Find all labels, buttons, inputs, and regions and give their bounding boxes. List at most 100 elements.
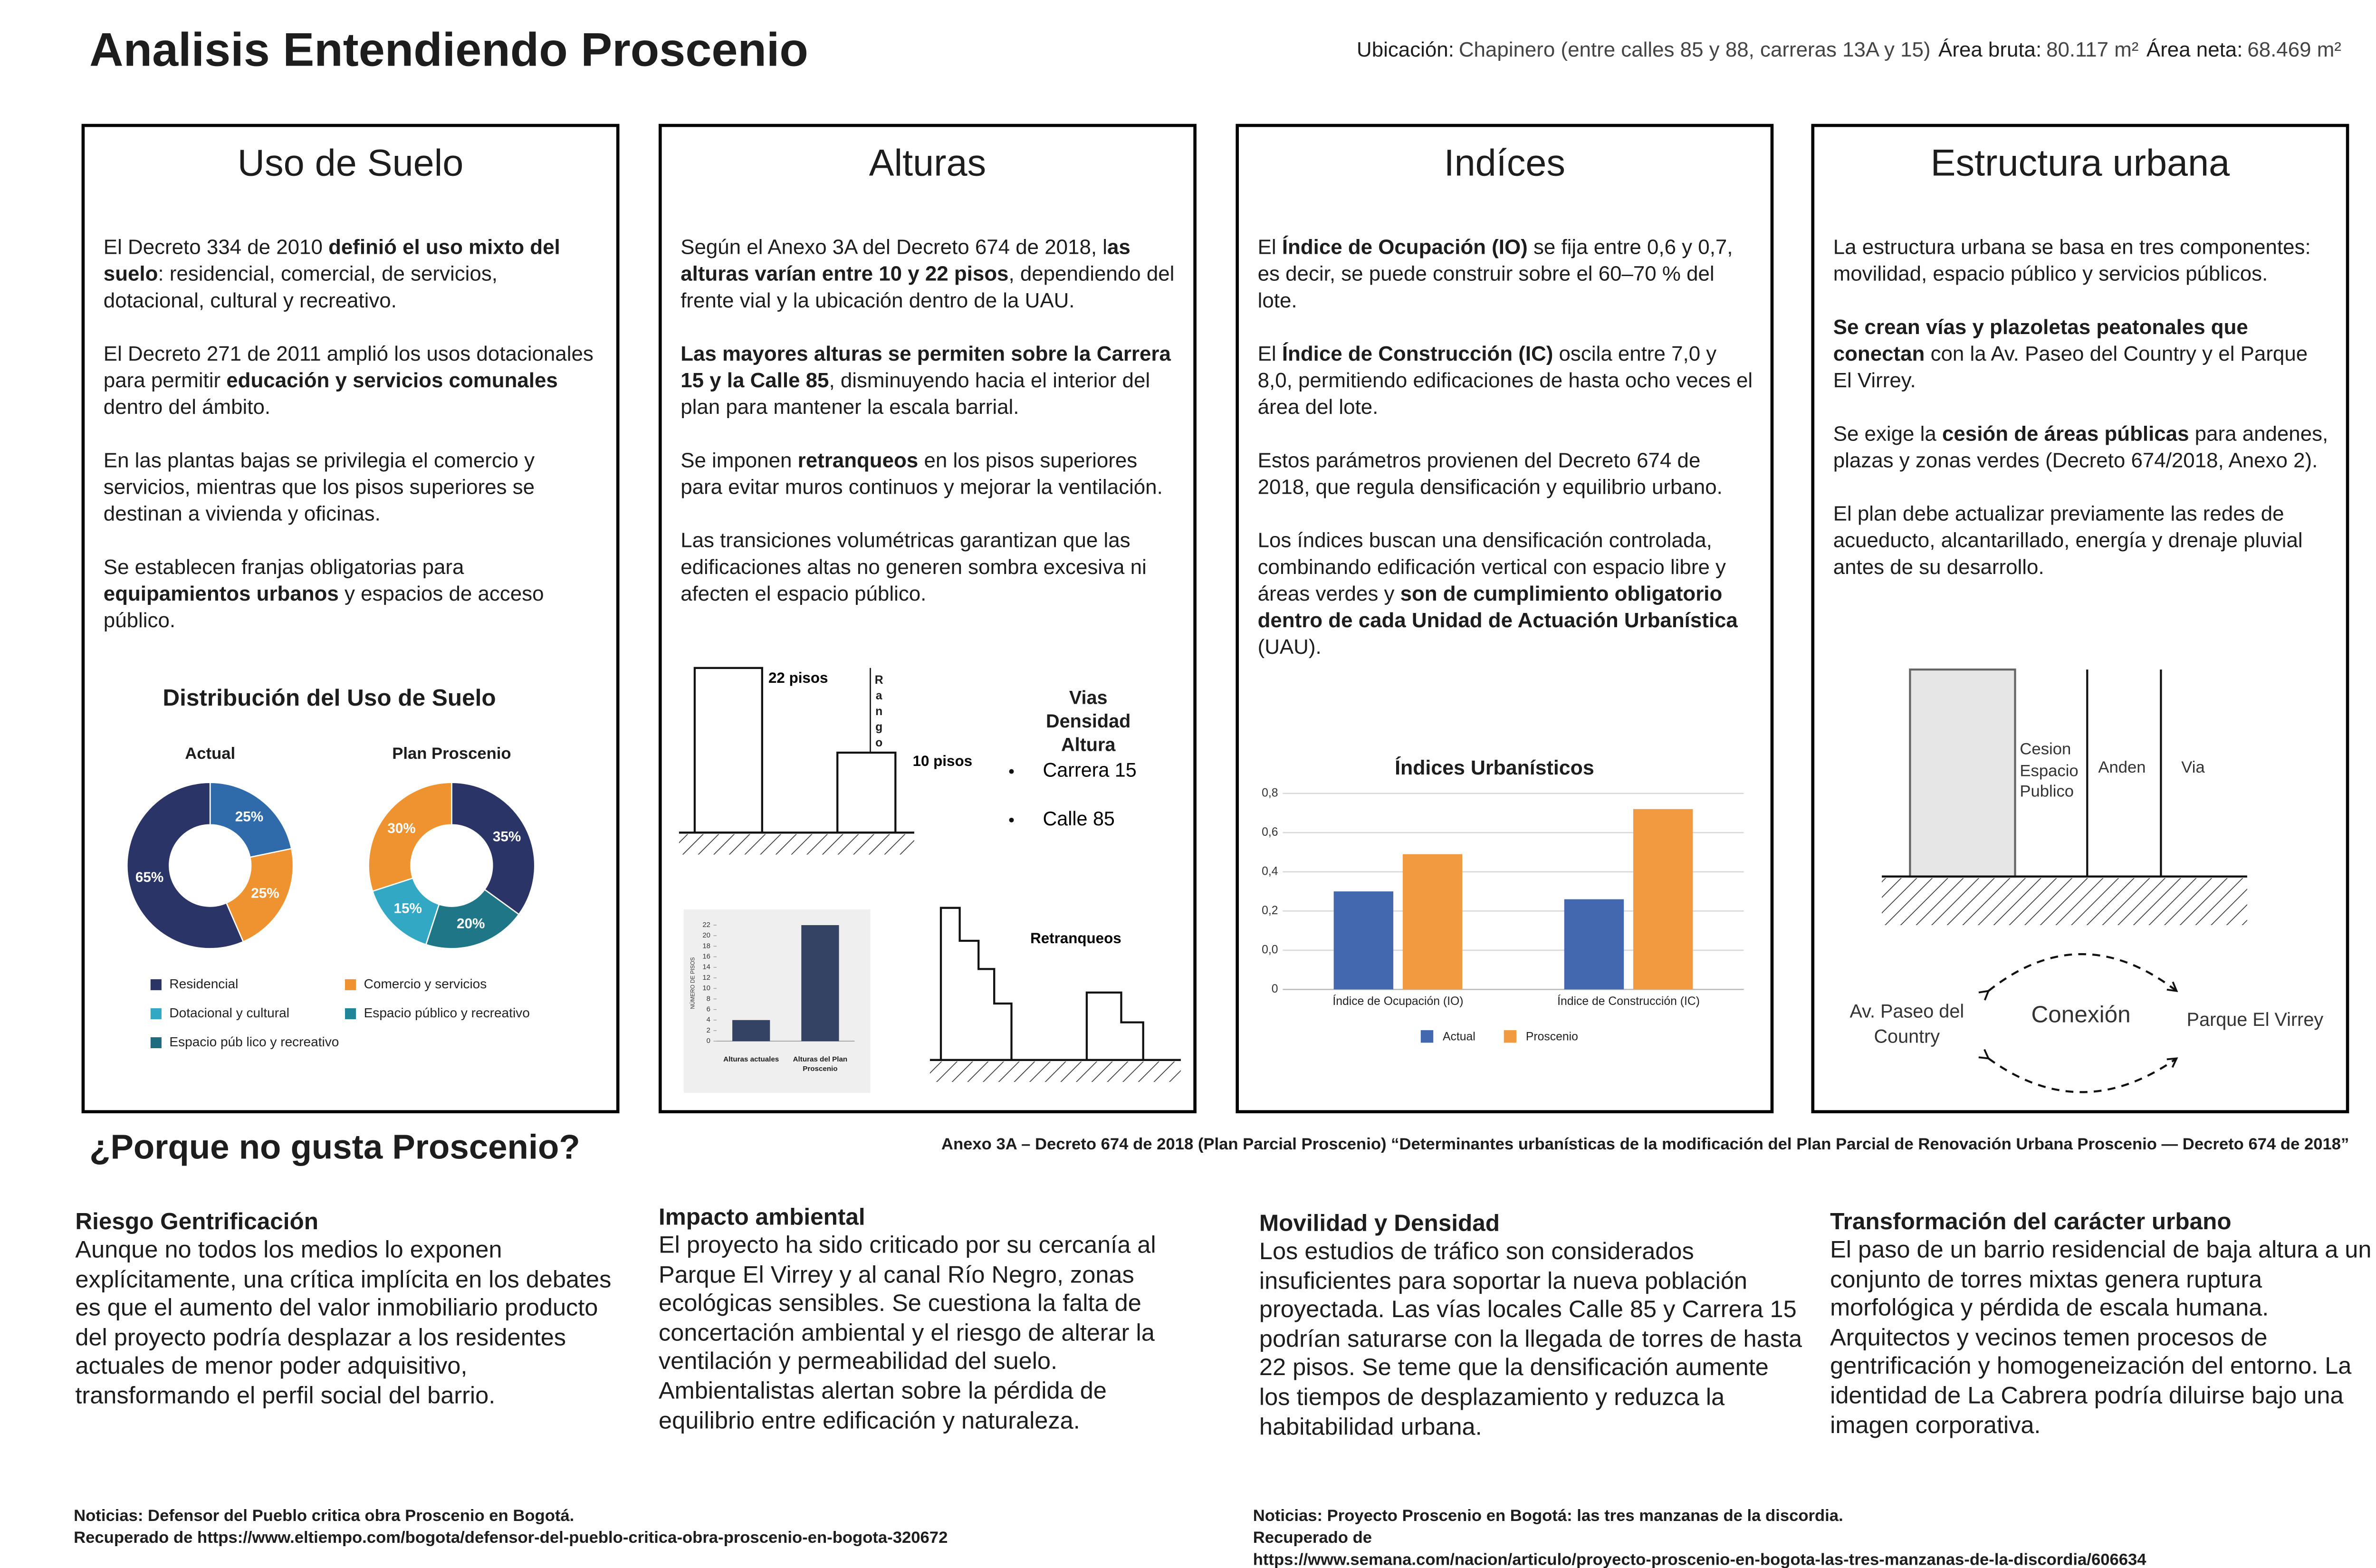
paragraph: Las transiciones volumétricas garantizan… — [680, 527, 1179, 607]
bar — [732, 1020, 770, 1042]
panel-text: El Decreto 334 de 2010 definió el uso mi… — [104, 234, 602, 660]
panel: Estructura urbana La estructura urbana se… — [1811, 124, 2349, 1114]
text-run: Se crean vías y plazoletas peatonales qu… — [1833, 315, 2248, 365]
diagram-label: Parque El Virrey — [2187, 1009, 2324, 1030]
y-tick-label: 12 — [702, 974, 710, 982]
text-run: se fija entre 0,6 y 0,7, es decir, se pu… — [1257, 235, 1733, 312]
y-tick-label: 18 — [702, 942, 710, 950]
x-tick-label: Índice de Ocupación (IO) — [1332, 995, 1463, 1008]
text-run: La estructura urbana se basa en tres com… — [1833, 235, 2311, 286]
info-value: Chapinero (entre calles 85 y 88, carrera… — [1458, 38, 1931, 61]
text-run: as alturas varían entre 10 y 22 pisos — [680, 235, 1131, 286]
donut-slice — [126, 782, 244, 949]
source-line: Recuperado de https://www.eltiempo.com/b… — [74, 1529, 948, 1548]
panel: Alturas Según el Anexo 3A del Decreto 674… — [659, 124, 1197, 1114]
y-tick-label: 20 — [702, 932, 710, 939]
panel: Uso de Suelo El Decreto 334 de 2010 defin… — [81, 124, 620, 1114]
paragraph: Se establecen franjas obligatorias para … — [104, 554, 602, 633]
y-tick-label: 0,2 — [1262, 904, 1278, 917]
text-run: para andenes, plazas y zonas verdes (Dec… — [1833, 421, 2328, 472]
panel-text: La estructura urbana se basa en tres com… — [1833, 234, 2332, 607]
text-run: cesión de áreas públicas — [1942, 421, 2189, 446]
y-tick-label: 10 — [702, 985, 710, 992]
panel-title: Alturas — [869, 143, 987, 185]
x-tick-label: Alturas actuales — [723, 1055, 779, 1063]
y-tick-label: 14 — [702, 964, 710, 971]
paragraph: Se crean vías y plazoletas peatonales qu… — [1833, 314, 2332, 393]
text-run: Según el Anexo 3A del Decreto 674 de 201… — [680, 235, 1108, 259]
donut-slice — [368, 782, 452, 892]
value-label: 25% — [235, 809, 263, 824]
y-tick-label: 8 — [707, 995, 710, 1003]
text-run: El plan debe actualizar previamente las … — [1833, 502, 2303, 579]
legend-swatch — [150, 1037, 162, 1049]
critique-body: El paso de un barrio residencial de baja… — [1830, 1237, 2372, 1439]
bar — [1633, 809, 1693, 990]
text-run: retranqueos — [797, 448, 919, 472]
text-run: oscila entre 7,0 y 8,0, permitiendo edif… — [1257, 342, 1753, 419]
structure-diagram — [1881, 668, 2247, 1093]
diagram-label: Cesion Espacio Publico — [2020, 740, 2079, 802]
source-line: Noticias: Defensor del Pueblo critica ob… — [74, 1507, 575, 1526]
critique-column: Riesgo Gentrificación Aunque no todos los… — [75, 1209, 621, 1412]
info-label: Área neta: — [2146, 38, 2243, 61]
legend-label: Espacio público y recreativo — [364, 1005, 530, 1020]
bar — [1564, 899, 1624, 990]
bar — [1402, 854, 1463, 990]
text-run: : residencial, comercial, de servicios, … — [103, 262, 498, 312]
y-tick-label: 16 — [702, 953, 710, 961]
value-label: 15% — [394, 901, 422, 917]
donut-slice — [425, 889, 520, 949]
critique-body: Aunque no todos los medios lo exponen ex… — [75, 1237, 612, 1410]
critique-column: Movilidad y Densidad Los estudios de tráf… — [1259, 1211, 1805, 1443]
bar — [1333, 891, 1394, 990]
info-value: 68.469 m² — [2247, 38, 2341, 61]
diagram-label: Anden — [2098, 758, 2146, 776]
chart-title: Índices Urbanísticos — [1395, 755, 1594, 780]
y-tick-label: 0,8 — [1262, 786, 1278, 799]
text-run: Los índices buscan una densificación con… — [1257, 528, 1726, 605]
diagram-label: Via — [2181, 758, 2205, 776]
paragraph: El Índice de Construcción (IC) oscila en… — [1258, 340, 1756, 420]
paragraph: Según el Anexo 3A del Decreto 674 de 201… — [680, 234, 1179, 314]
legend-swatch — [150, 1008, 162, 1019]
text-run: y espacios de acceso público. — [103, 582, 544, 632]
value-label: 25% — [251, 885, 279, 901]
text-run: Las transiciones volumétricas garantizan… — [680, 528, 1147, 605]
text-run: Índice de Ocupación (IO) — [1282, 235, 1528, 259]
chart-background — [683, 909, 871, 1093]
critique-body: Los estudios de tráfico son considerados… — [1259, 1239, 1802, 1441]
paragraph: En las plantas bajas se privilegia el co… — [104, 447, 602, 527]
value-label: 35% — [493, 829, 521, 844]
citation: Anexo 3A – Decreto 674 de 2018 (Plan Par… — [941, 1135, 2349, 1154]
text-run: Índice de Construcción (IC) — [1282, 342, 1553, 365]
critique-heading: Transformación del carácter urbano — [1830, 1209, 2232, 1236]
legend-label: Espacio púb lico y recreativo — [169, 1034, 339, 1049]
legend-label: Dotacional y cultural — [169, 1005, 289, 1020]
paragraph: Se imponen retranqueos en los pisos supe… — [680, 447, 1179, 500]
diagram-label: 10 pisos — [913, 753, 972, 769]
text-run: El Decreto 334 de 2010 — [103, 235, 329, 259]
y-tick-label: 2 — [707, 1027, 710, 1034]
legend-swatch — [345, 979, 356, 990]
text-run: equipamientos urbanos — [103, 582, 339, 605]
heights-diagram — [679, 667, 1181, 1082]
chart-group-title: Distribución del Uso de Suelo — [163, 685, 496, 712]
text-run: Se imponen — [680, 448, 798, 472]
chart-title: Actual — [185, 745, 236, 764]
paragraph: Los índices buscan una densificación con… — [1258, 527, 1756, 660]
text-run: El — [1257, 342, 1282, 365]
location-info: Ubicación: Chapinero (entre calles 85 y 8… — [1357, 38, 2341, 61]
section-title: ¿Porque no gusta Proscenio? — [89, 1127, 580, 1167]
paragraph: El Índice de Ocupación (IO) se fija entr… — [1258, 234, 1756, 314]
paragraph: Se exige la cesión de áreas públicas par… — [1833, 420, 2332, 473]
legend-swatch — [1420, 1030, 1434, 1043]
page-title: Analisis Entendiendo Proscenio — [89, 25, 808, 77]
y-tick-label: 22 — [702, 921, 710, 929]
text-run: son de cumplimiento obligatorio dentro d… — [1257, 582, 1738, 632]
text-run: , disminuyendo hacia el interior del pla… — [680, 368, 1150, 419]
text-run: (UAU). — [1257, 635, 1322, 659]
legend-label: Comercio y servicios — [364, 976, 487, 991]
critique-column: Transformación del carácter urbano El pas… — [1830, 1209, 2376, 1441]
